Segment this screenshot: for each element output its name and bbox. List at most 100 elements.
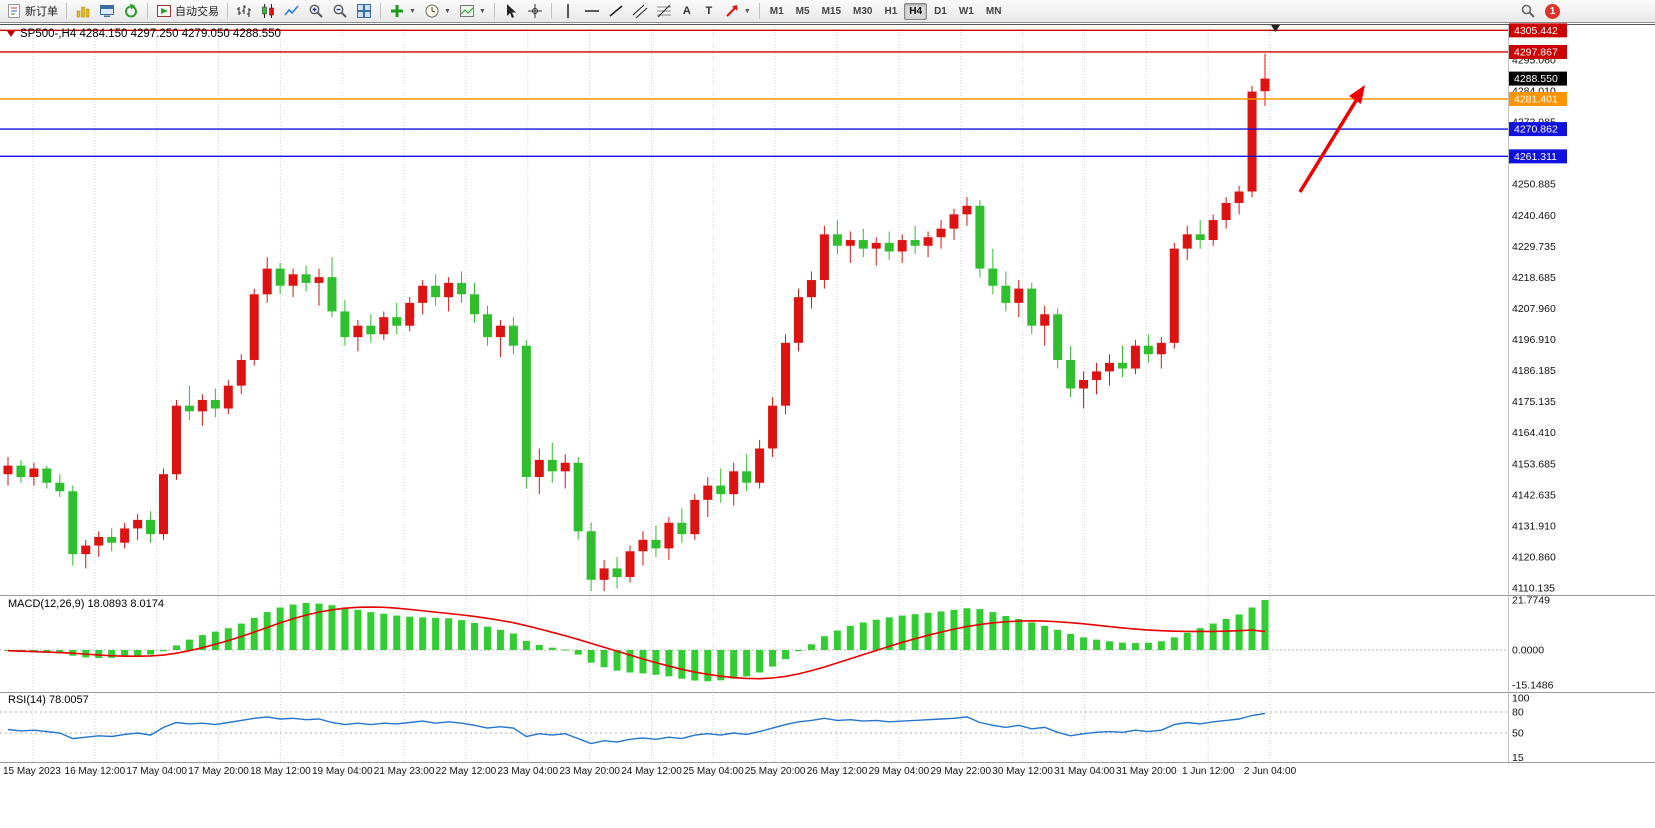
- timeframe-group: M1 M5 M15 M30 H1 H4 D1 W1 MN: [764, 2, 1008, 20]
- price-axis[interactable]: 4295.0604284.0104272.9854261.9354250.885…: [1509, 23, 1567, 595]
- rsi-indicator-label: RSI(14) 78.0057: [8, 694, 89, 706]
- new-order-label: 新订单: [25, 6, 58, 18]
- candlestick-series: [3, 53, 1270, 592]
- notification-badge[interactable]: 1: [1545, 3, 1560, 19]
- new-order-button[interactable]: 新订单: [2, 0, 62, 22]
- svg-text:2 Jun 04:00: 2 Jun 04:00: [1244, 766, 1297, 777]
- tf-w1[interactable]: W1: [958, 5, 974, 17]
- line-chart-icon: [284, 3, 300, 19]
- svg-text:19 May 04:00: 19 May 04:00: [312, 766, 373, 777]
- tile-windows-button[interactable]: [352, 0, 376, 22]
- panel-borders: [0, 24, 1655, 763]
- crosshair-button[interactable]: [523, 0, 547, 22]
- arrow-tool-icon: [724, 3, 740, 19]
- trend-arrow[interactable]: [1298, 85, 1365, 193]
- rsi-line: [7, 712, 1266, 745]
- macd-signal-value: 8.0174: [130, 598, 164, 610]
- fibonacci-tool[interactable]: [652, 0, 676, 22]
- svg-text:4196.910: 4196.910: [1512, 334, 1556, 346]
- toolbar-separator: [550, 3, 552, 19]
- macd-main-value: 18.0893: [87, 598, 128, 610]
- horizontal-price-lines[interactable]: [0, 29, 1508, 158]
- svg-text:16 May 12:00: 16 May 12:00: [65, 766, 126, 777]
- svg-text:100: 100: [1512, 693, 1530, 705]
- text-tool[interactable]: A: [676, 0, 698, 22]
- svg-text:4142.635: 4142.635: [1512, 489, 1556, 501]
- zoom-in-button[interactable]: [304, 0, 328, 22]
- tf-m1[interactable]: M1: [769, 5, 784, 17]
- tf-mn[interactable]: MN: [985, 5, 1002, 17]
- indicator-plus-icon: [389, 3, 405, 19]
- macd-name: MACD(12,26,9): [8, 598, 85, 610]
- channel-icon: [632, 3, 648, 19]
- toolbar-separator: [380, 3, 381, 19]
- profiles-button[interactable]: [71, 0, 95, 22]
- svg-text:4270.862: 4270.862: [1514, 124, 1558, 136]
- zoom-out-button[interactable]: [328, 0, 352, 22]
- tf-d1[interactable]: D1: [934, 5, 947, 17]
- svg-text:4229.735: 4229.735: [1512, 241, 1556, 253]
- gold-bars-icon: [75, 3, 91, 19]
- new-order-icon: [6, 3, 22, 19]
- tf-h1[interactable]: H1: [884, 5, 898, 17]
- periods-button[interactable]: ▼: [420, 0, 455, 22]
- arrows-tool[interactable]: ▼: [720, 0, 755, 22]
- line-chart-button[interactable]: [280, 0, 304, 22]
- indicators-button[interactable]: ▼: [385, 0, 420, 22]
- macd-axis: 21.7749 0.0000 -15.1486: [1512, 595, 1554, 692]
- svg-text:25 May 04:00: 25 May 04:00: [683, 766, 744, 777]
- trendline-tool[interactable]: [604, 0, 628, 22]
- horizontal-line-tool[interactable]: [580, 0, 604, 22]
- clock-icon: [424, 3, 440, 19]
- text-a-icon: A: [682, 5, 691, 17]
- svg-text:31 May 20:00: 31 May 20:00: [1116, 766, 1177, 777]
- svg-text:4297.867: 4297.867: [1514, 46, 1558, 58]
- tf-m15[interactable]: M15: [821, 5, 842, 17]
- chevron-down-icon: ▼: [443, 7, 451, 15]
- vertical-line-tool[interactable]: [556, 0, 580, 22]
- svg-text:29 May 22:00: 29 May 22:00: [930, 766, 991, 777]
- svg-text:21.7749: 21.7749: [1512, 595, 1550, 607]
- tf-m30[interactable]: M30: [853, 5, 873, 17]
- crosshair-icon: [527, 3, 543, 19]
- time-axis[interactable]: 15 May 2023 16 May 12:00 17 May 04:00 17 Ma…: [3, 766, 1297, 777]
- auto-trading-button[interactable]: 自动交易: [152, 0, 223, 22]
- svg-text:4288.550: 4288.550: [1514, 73, 1558, 85]
- svg-text:4281.401: 4281.401: [1514, 93, 1558, 105]
- label-tool[interactable]: T: [698, 0, 720, 22]
- svg-text:15 May 2023: 15 May 2023: [3, 766, 61, 777]
- label-t-icon: T: [705, 5, 713, 17]
- cursor-button[interactable]: [499, 0, 523, 22]
- refresh-button[interactable]: [119, 0, 143, 22]
- tf-m5[interactable]: M5: [795, 5, 810, 17]
- svg-text:0.0000: 0.0000: [1512, 645, 1544, 657]
- svg-text:31 May 04:00: 31 May 04:00: [1054, 766, 1115, 777]
- svg-text:18 May 12:00: 18 May 12:00: [250, 766, 311, 777]
- candlestick-button[interactable]: [256, 0, 280, 22]
- horizontal-line-icon: [584, 3, 600, 19]
- trendline-icon: [608, 3, 624, 19]
- terminal-button[interactable]: [95, 0, 119, 22]
- svg-text:4131.910: 4131.910: [1512, 520, 1556, 532]
- svg-text:17 May 20:00: 17 May 20:00: [188, 766, 249, 777]
- tf-h4[interactable]: H4: [904, 2, 928, 20]
- svg-text:4218.685: 4218.685: [1512, 272, 1556, 284]
- svg-text:4110.135: 4110.135: [1512, 583, 1555, 595]
- svg-text:4240.460: 4240.460: [1512, 210, 1556, 222]
- search-icon[interactable]: [1520, 3, 1536, 19]
- tile-windows-icon: [356, 3, 372, 19]
- toolbar-separator: [758, 3, 760, 19]
- grid-lines: [32, 26, 1271, 762]
- svg-text:4120.860: 4120.860: [1512, 551, 1556, 563]
- vertical-line-icon: [560, 3, 576, 19]
- channel-tool[interactable]: [628, 0, 652, 22]
- templates-button[interactable]: ▼: [455, 0, 490, 22]
- svg-text:30 May 12:00: 30 May 12:00: [992, 766, 1053, 777]
- rsi-value: 78.0057: [48, 694, 89, 706]
- bar-chart-button[interactable]: [232, 0, 256, 22]
- chevron-down-icon: ▼: [409, 7, 416, 15]
- svg-text:4305.442: 4305.442: [1514, 25, 1558, 37]
- svg-text:21 May 23:00: 21 May 23:00: [374, 766, 435, 777]
